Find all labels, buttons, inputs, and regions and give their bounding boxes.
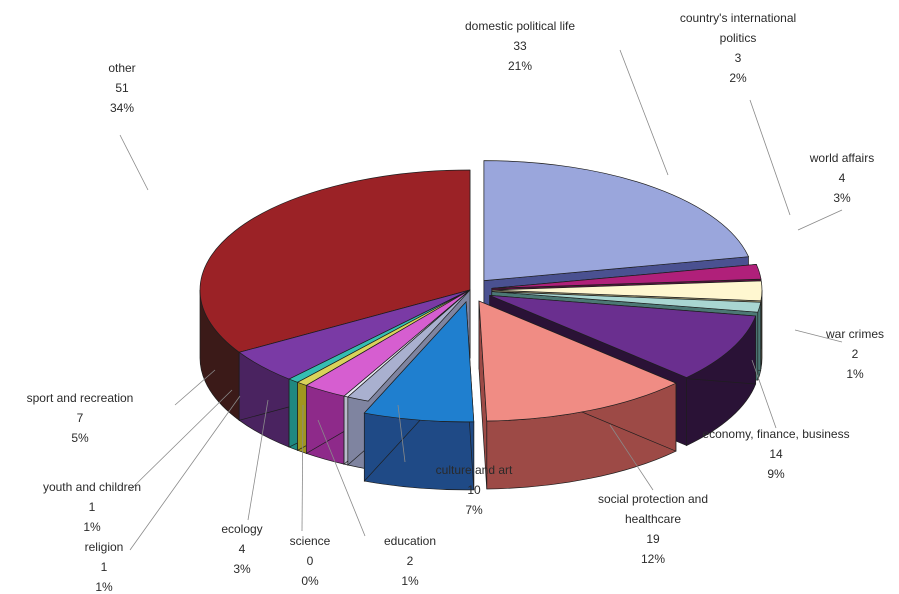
label-name: domestic political life: [465, 19, 575, 33]
label-line: 1: [101, 560, 108, 574]
label-line: 2: [407, 554, 414, 568]
leader-line-domestic-political-life: [619, 49, 669, 176]
slice-top: [491, 280, 763, 302]
label-line: 33: [513, 39, 527, 53]
slice-top: [489, 295, 757, 378]
slice-label-education: education 2 1%: [384, 534, 436, 588]
leader-line-other: [119, 134, 149, 191]
label-line: 2%: [729, 71, 747, 85]
label-line: 21%: [508, 59, 532, 73]
label-line: 0: [307, 554, 314, 568]
slice-top: [363, 301, 475, 423]
slice-label-country-s-international-politics: country's international politics 3 2%: [680, 11, 796, 85]
label-line: politics: [720, 31, 757, 45]
label-line: 4: [239, 542, 246, 556]
leader-line-social-protection-and-healthcare: [609, 424, 654, 491]
slice-social-protection-and-healthcare: [478, 300, 677, 490]
slice-label-domestic-political-life: domestic political life 33 21%: [465, 19, 575, 73]
slice-label-ecology: ecology 4 3%: [221, 522, 262, 576]
leader-line-youth-and-children: [129, 389, 233, 491]
label-line: 1%: [95, 580, 113, 594]
label-line: 12%: [641, 552, 665, 566]
label-line: 10: [467, 483, 481, 497]
label-line: 51: [115, 81, 129, 95]
slice-label-social-protection-and-healthcare: social protection and healthcare 19 12%: [598, 492, 708, 566]
label-line: 7%: [465, 503, 483, 517]
label-line: 1%: [401, 574, 419, 588]
label-line: 34%: [110, 101, 134, 115]
label-line: 4: [839, 171, 846, 185]
label-name: sport and recreation: [27, 391, 134, 405]
slice-label-science: science 0 0%: [290, 534, 331, 588]
leader-line-religion: [129, 395, 241, 551]
slice-label-war-crimes: war crimes 2 1%: [825, 327, 884, 381]
slice-label-youth-and-children: youth and children 1 1%: [43, 480, 141, 534]
slice-top: [491, 291, 762, 313]
pie-slices: [199, 160, 763, 491]
label-line: 0%: [301, 574, 319, 588]
leader-line-world-affairs: [797, 209, 843, 231]
slice-top: [491, 263, 762, 289]
label-line: 2: [852, 347, 859, 361]
label-name: other: [108, 61, 135, 75]
label-line: healthcare: [625, 512, 681, 526]
label-name: youth and children: [43, 480, 141, 494]
label-line: 7: [77, 411, 84, 425]
leader-line-economy-finance-business: [751, 359, 777, 429]
label-line: 19: [646, 532, 660, 546]
leader-line-war-crimes: [794, 329, 843, 343]
slice-label-sport-and-recreation: sport and recreation 7 5%: [27, 391, 134, 445]
slice-label-other: other 51 34%: [108, 61, 135, 115]
leader-line-science: [301, 404, 304, 532]
label-line: 1%: [846, 367, 864, 381]
slice-label-religion: religion 1 1%: [85, 540, 124, 594]
leader-line-country-s-international-politics: [749, 99, 791, 216]
label-line: 9%: [767, 467, 785, 481]
slice-label-economy-finance-business: economy, finance, business 14 9%: [702, 427, 849, 481]
slice-label-culture-and-art: culture and art 10 7%: [436, 463, 513, 517]
label-name: education: [384, 534, 436, 548]
leader-line-ecology: [247, 399, 269, 521]
label-name: religion: [85, 540, 124, 554]
leader-line-culture-and-art: [397, 404, 406, 463]
label-leader-lines: [119, 49, 843, 551]
slice-labels: domestic political life 33 21%country's in…: [27, 11, 884, 594]
label-name: world affairs: [809, 151, 874, 165]
label-line: 1%: [83, 520, 101, 534]
label-line: 1: [89, 500, 96, 514]
label-name: war crimes: [825, 327, 884, 341]
slice-top: [483, 160, 750, 282]
label-name: ecology: [221, 522, 262, 536]
label-line: 3: [735, 51, 742, 65]
label-name: science: [290, 534, 331, 548]
label-name: country's international: [680, 11, 796, 25]
label-line: 3%: [233, 562, 251, 576]
label-name: social protection and: [598, 492, 708, 506]
leader-line-sport-and-recreation: [174, 369, 216, 406]
slice-top: [478, 300, 677, 422]
leader-line-education: [317, 419, 366, 537]
label-name: culture and art: [436, 463, 513, 477]
slice-top: [347, 289, 471, 402]
slice-culture-and-art: [363, 301, 475, 491]
label-line: 5%: [71, 431, 89, 445]
label-line: 3%: [833, 191, 851, 205]
slice-top: [199, 169, 471, 353]
label-name: economy, finance, business: [702, 427, 849, 441]
slice-label-world-affairs: world affairs 4 3%: [809, 151, 874, 205]
label-line: 14: [769, 447, 783, 461]
